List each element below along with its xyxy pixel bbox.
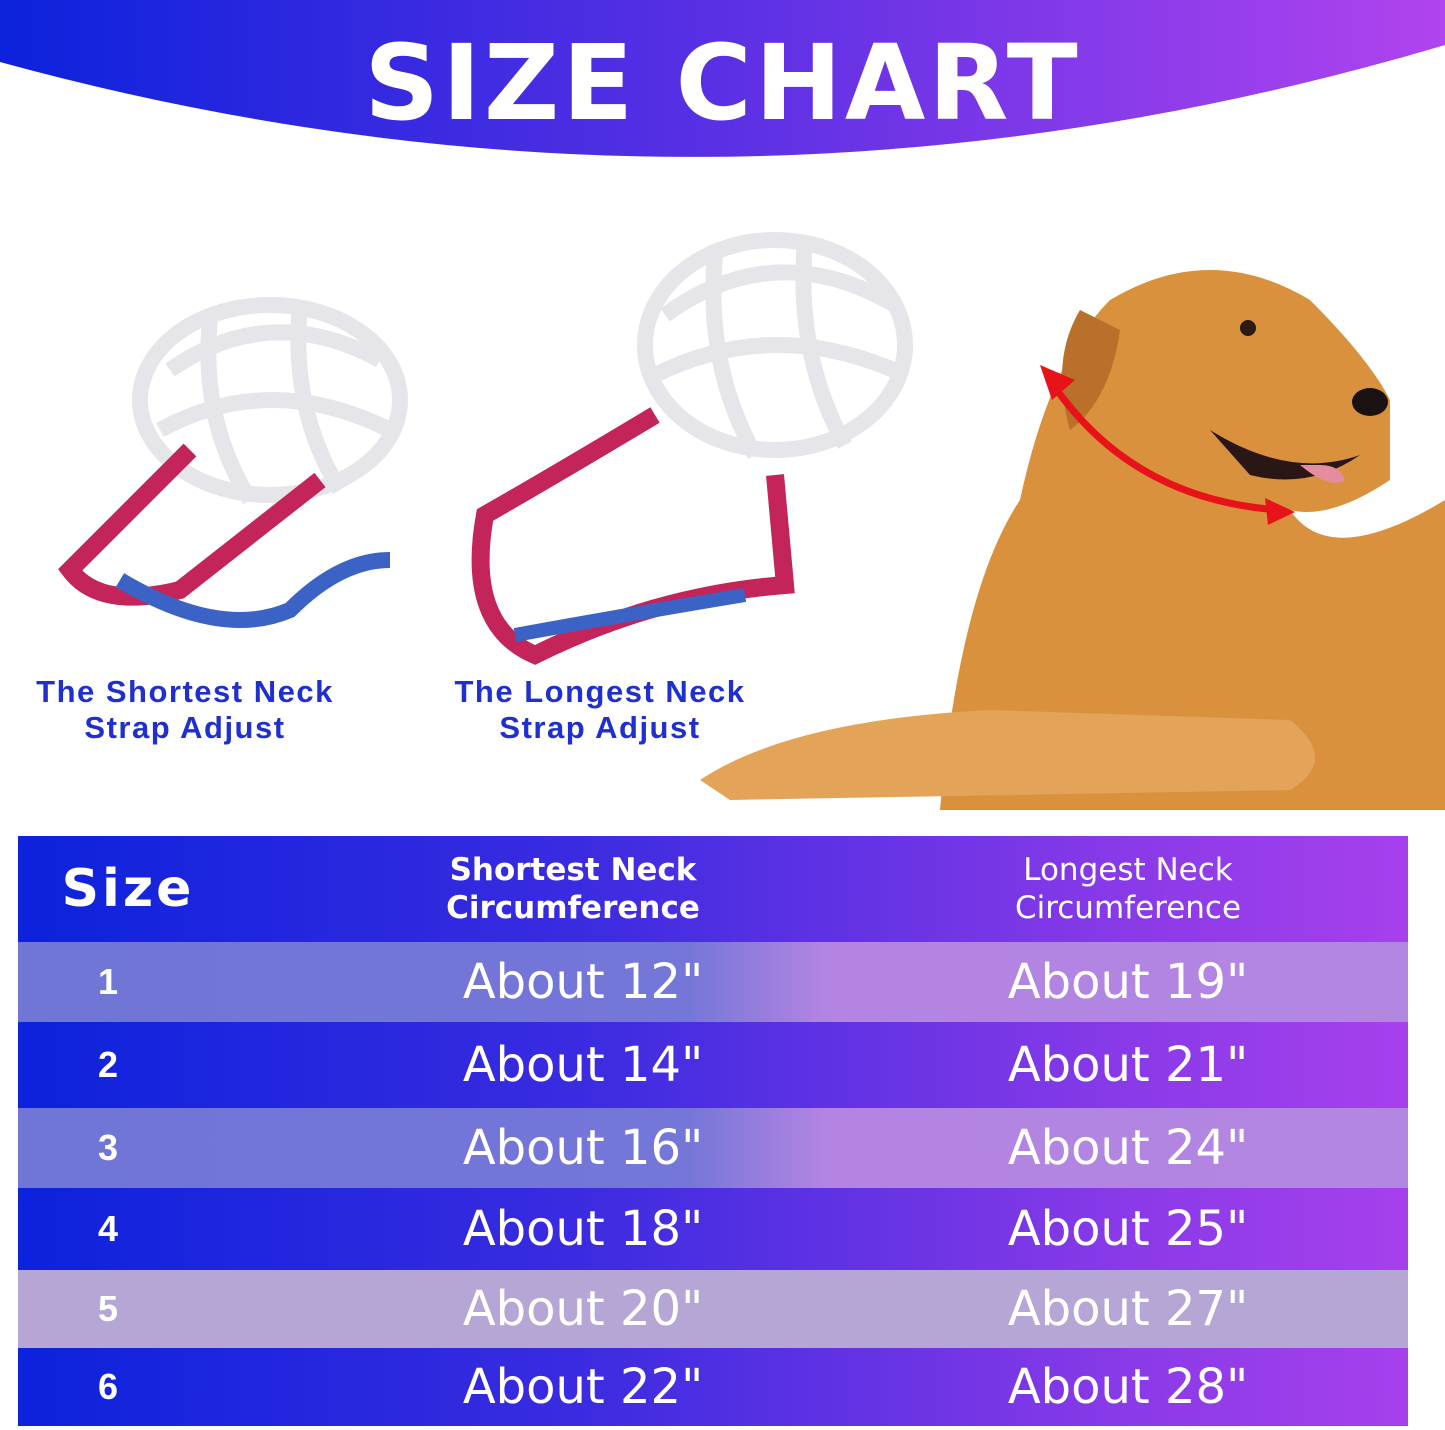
table-row: 3 About 16" About 24" <box>18 1108 1408 1188</box>
header-line: Circumference <box>1014 890 1242 926</box>
header-longest: Longest Neck Circumference <box>978 836 1278 942</box>
muzzle-long-strap-image <box>471 232 913 665</box>
caption-line: The Longest Neck <box>454 674 746 709</box>
shortest-cell: About 20" <box>462 1281 704 1337</box>
size-cell: 3 <box>97 1127 119 1168</box>
longest-cell: About 21" <box>1007 1037 1249 1093</box>
caption-line: Strap Adjust <box>84 710 286 745</box>
page-title: SIZE CHART <box>364 22 1081 144</box>
shortest-cell: About 12" <box>462 954 704 1010</box>
size-cell: 5 <box>97 1288 119 1329</box>
header-shortest: Shortest Neck Circumference <box>418 836 728 942</box>
title-banner <box>0 0 1445 157</box>
table-row: 2 About 14" About 21" <box>18 1022 1408 1108</box>
caption-line: Strap Adjust <box>499 710 701 745</box>
table-row: 6 About 22" About 28" <box>18 1348 1408 1426</box>
longest-cell: About 25" <box>1007 1201 1249 1257</box>
shortest-cell: About 16" <box>462 1120 704 1176</box>
shortest-cell: About 18" <box>462 1201 704 1257</box>
table-row: 1 About 12" About 19" <box>18 942 1408 1022</box>
muzzle-short-strap-image <box>58 297 408 628</box>
table-row: 5 About 20" About 27" <box>18 1270 1408 1348</box>
longest-cell: About 27" <box>1007 1281 1249 1337</box>
size-cell: 4 <box>97 1208 119 1249</box>
size-table: Size Shortest Neck Circumference Longest… <box>18 836 1408 1426</box>
shortest-strap-caption: The Shortest Neck Strap Adjust <box>10 674 360 746</box>
size-cell: 2 <box>97 1044 119 1085</box>
table-header: Size Shortest Neck Circumference Longest… <box>18 836 1408 942</box>
longest-cell: About 28" <box>1007 1359 1249 1415</box>
longest-cell: About 24" <box>1007 1120 1249 1176</box>
longest-cell: About 19" <box>1007 954 1249 1010</box>
table-row: 4 About 18" About 25" <box>18 1188 1408 1270</box>
caption-line: The Shortest Neck <box>36 674 334 709</box>
golden-retriever-image <box>700 270 1445 810</box>
longest-strap-caption: The Longest Neck Strap Adjust <box>425 674 775 746</box>
header-line: Circumference <box>446 890 700 926</box>
shortest-cell: About 14" <box>462 1037 704 1093</box>
header-line: Shortest Neck <box>449 852 697 888</box>
shortest-cell: About 22" <box>462 1359 704 1415</box>
header-line: Longest Neck <box>1023 852 1233 888</box>
header-size: Size <box>61 859 195 919</box>
size-cell: 6 <box>97 1366 119 1407</box>
size-cell: 1 <box>97 961 119 1002</box>
